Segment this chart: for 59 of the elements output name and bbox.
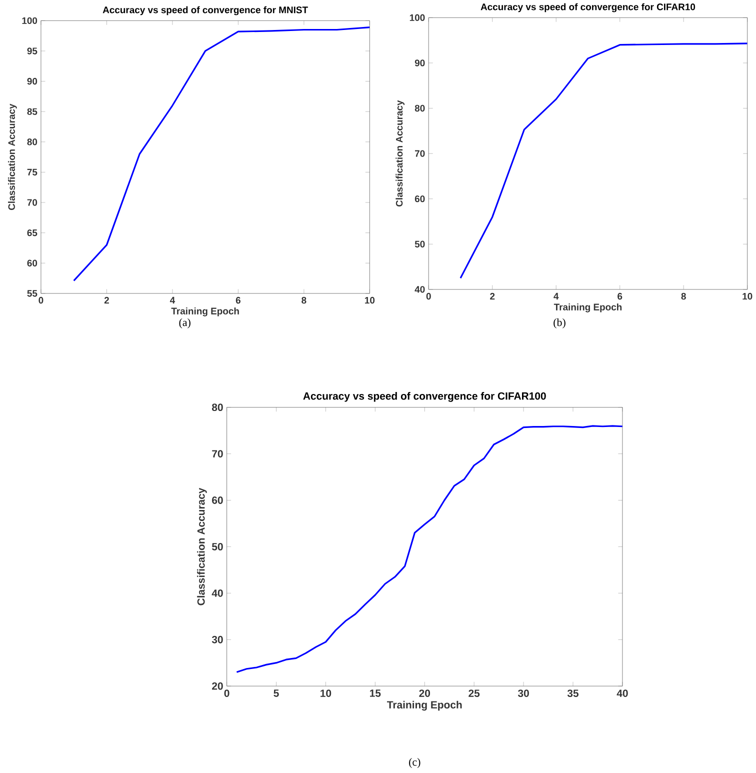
y-tick-label: 50 <box>414 240 425 248</box>
y-tick-label: 75 <box>27 168 38 176</box>
y-tick-label: 70 <box>212 450 223 458</box>
y-tick-label: 40 <box>212 589 223 597</box>
x-axis-title: Training Epoch <box>171 307 239 316</box>
x-axis-title: Training Epoch <box>554 303 622 312</box>
y-tick-label: 100 <box>22 17 38 24</box>
y-tick-label: 90 <box>414 60 425 66</box>
line-series <box>73 26 370 282</box>
x-tick-label: 0 <box>426 292 431 300</box>
y-tick-label: 60 <box>414 195 425 202</box>
y-tick-label: 60 <box>27 260 38 266</box>
y-tick-label: 30 <box>212 636 223 644</box>
y-tick-label: 55 <box>27 290 38 297</box>
y-tick-label: 95 <box>27 48 38 54</box>
x-tick-label: 6 <box>236 296 241 304</box>
text: (b) <box>554 318 566 328</box>
x-tick-label: 4 <box>170 296 176 304</box>
y-tick-label: 70 <box>415 150 425 157</box>
x-tick-label: 2 <box>490 292 495 300</box>
x-tick-label: 8 <box>302 296 306 304</box>
x-tick-label: 5 <box>274 690 279 697</box>
x-tick-label: 25 <box>468 690 480 697</box>
y-tick-label: 85 <box>27 108 38 115</box>
chart-title: Accuracy vs speed of convergence for CIFAR100 <box>303 392 546 402</box>
y-axis-title: Classification Accuracy <box>396 100 405 206</box>
text: (a) <box>179 318 190 328</box>
y-axis-title: Classification Accuracy <box>197 488 207 606</box>
x-tick-label: 0 <box>224 690 230 697</box>
x-tick-label: 35 <box>567 690 579 698</box>
chart-title: Accuracy vs speed of convergence for MNIST <box>102 6 308 16</box>
y-tick-label: 60 <box>212 496 223 504</box>
x-tick-label: 30 <box>518 690 529 698</box>
x-tick-label: 6 <box>618 292 622 300</box>
y-tick-label: 20 <box>212 682 223 690</box>
x-tick-label: 10 <box>742 292 752 300</box>
y-axis-title: Classification Accuracy <box>8 104 17 210</box>
y-tick-label: 80 <box>414 104 425 112</box>
y-tick-label: 50 <box>212 543 223 550</box>
y-tick-label: 65 <box>27 229 38 236</box>
y-tick-label: 80 <box>27 138 38 146</box>
x-axis-title: Training Epoch <box>387 700 462 711</box>
y-tick-label: 80 <box>212 404 223 412</box>
x-tick-label: 10 <box>365 296 375 304</box>
y-tick-label: 100 <box>410 14 425 22</box>
line-series <box>236 425 622 673</box>
x-tick-label: 4 <box>554 292 559 300</box>
text: (c) <box>409 758 420 768</box>
x-tick-label: 2 <box>104 296 110 304</box>
x-tick-label: 10 <box>320 690 332 697</box>
chart-title: Accuracy vs speed of convergence for CIFAR10 <box>480 3 696 12</box>
y-tick-label: 40 <box>414 286 425 293</box>
y-tick-label: 70 <box>27 199 38 206</box>
x-tick-label: 15 <box>370 690 381 697</box>
x-tick-label: 40 <box>616 690 628 697</box>
x-tick-label: 0 <box>38 296 44 304</box>
y-tick-label: 90 <box>27 78 38 85</box>
x-tick-label: 8 <box>681 292 686 300</box>
line-series <box>460 42 748 279</box>
